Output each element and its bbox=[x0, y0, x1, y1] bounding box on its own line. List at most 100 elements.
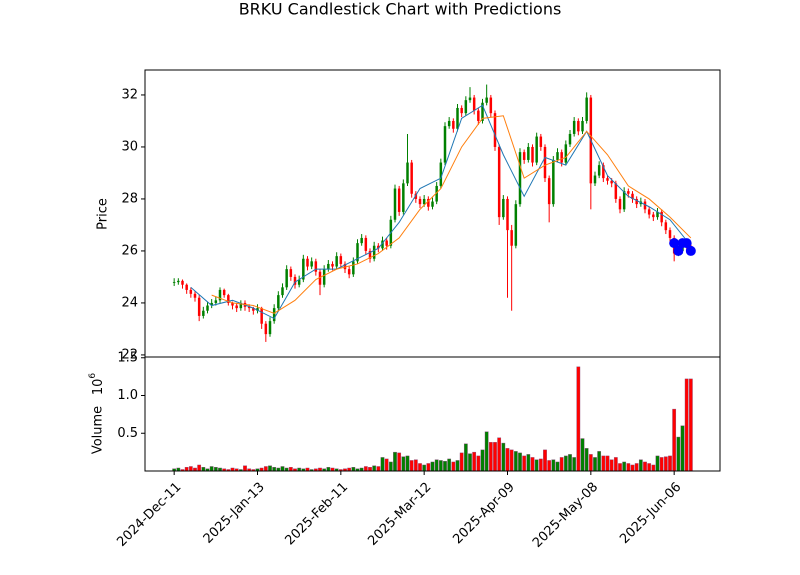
volume-bar bbox=[509, 449, 514, 472]
candle-body bbox=[660, 211, 663, 223]
prediction-point bbox=[669, 238, 680, 249]
volume-bar bbox=[684, 378, 689, 472]
candle-body bbox=[297, 279, 301, 285]
candle-body bbox=[314, 261, 318, 272]
volume-bar bbox=[468, 453, 472, 472]
volume-bar bbox=[501, 442, 506, 472]
volume-bar bbox=[451, 461, 456, 472]
volume-bar bbox=[472, 451, 477, 472]
candle-body bbox=[397, 188, 401, 212]
candle-body bbox=[506, 198, 509, 231]
candle-body bbox=[381, 240, 384, 249]
candle-body bbox=[406, 162, 409, 184]
candle-body bbox=[268, 321, 272, 335]
volume-bar bbox=[272, 467, 277, 472]
volume-bar bbox=[480, 449, 485, 472]
volume-bar bbox=[543, 449, 547, 472]
volume-bar bbox=[618, 463, 622, 472]
candle-body bbox=[393, 188, 397, 220]
volume-bar bbox=[651, 464, 656, 472]
volume-bar bbox=[209, 466, 214, 472]
candle-body bbox=[289, 269, 293, 277]
candle-body bbox=[497, 146, 501, 218]
candle-body bbox=[564, 144, 568, 163]
volume-bar bbox=[676, 436, 681, 472]
volume-bar bbox=[613, 457, 618, 472]
volume-bar bbox=[368, 467, 372, 472]
chart-title: BRKU Candlestick Chart with Predictions bbox=[239, 0, 562, 19]
volume-bar bbox=[555, 461, 560, 472]
volume-bar bbox=[201, 467, 206, 472]
volume-bar bbox=[213, 467, 218, 472]
volume-bar bbox=[526, 454, 531, 472]
candle-body bbox=[581, 120, 584, 132]
candle-body bbox=[547, 178, 551, 205]
volume-bar bbox=[522, 455, 527, 472]
x-tick-label: 2024-Dec-11 bbox=[114, 480, 184, 550]
candle-body bbox=[197, 297, 201, 316]
volume-bar bbox=[397, 452, 402, 472]
volume-bar bbox=[184, 467, 189, 472]
volume-bar bbox=[263, 466, 268, 472]
volume-bar bbox=[534, 459, 539, 472]
candle-body bbox=[502, 198, 505, 218]
volume-bar bbox=[372, 465, 377, 472]
candle-body bbox=[560, 152, 563, 163]
volume-bar bbox=[538, 458, 543, 472]
x-tick-label: 2025-Mar-12 bbox=[365, 480, 434, 549]
candle-body bbox=[281, 287, 284, 296]
volume-bar bbox=[643, 461, 647, 472]
candle-body bbox=[597, 165, 601, 176]
volume-bar bbox=[659, 457, 664, 472]
candle-body bbox=[202, 310, 205, 316]
candle-body bbox=[489, 97, 493, 114]
y-tick-label: 1.0 bbox=[117, 388, 138, 403]
candle-body bbox=[610, 180, 613, 184]
candle-body bbox=[452, 120, 455, 129]
candle-body bbox=[485, 97, 488, 103]
candle-body bbox=[535, 136, 538, 163]
volume-bar bbox=[288, 467, 293, 472]
candle-body bbox=[468, 97, 472, 101]
volume-bar bbox=[197, 464, 202, 472]
volume-bar bbox=[672, 408, 677, 472]
volume-bar bbox=[243, 465, 247, 472]
volume-bar bbox=[568, 454, 572, 472]
candle-body bbox=[656, 211, 659, 218]
candle-body bbox=[627, 191, 630, 194]
prediction-point bbox=[673, 245, 684, 256]
volume-bar bbox=[463, 443, 468, 472]
candle-body bbox=[331, 263, 334, 267]
candle-body bbox=[285, 269, 288, 288]
candle-body bbox=[402, 183, 405, 212]
volume-bar bbox=[280, 466, 285, 472]
candle-body bbox=[322, 269, 326, 285]
x-tick-label: 2025-May-08 bbox=[530, 480, 601, 551]
volume-bar bbox=[351, 467, 356, 472]
volume-bar bbox=[601, 455, 606, 472]
candle-body bbox=[172, 282, 176, 283]
candle-body bbox=[514, 204, 518, 246]
volume-bar bbox=[630, 464, 635, 472]
volume-bar bbox=[447, 458, 452, 472]
moving-average-line bbox=[190, 104, 692, 320]
candle-body bbox=[410, 162, 413, 194]
candle-body bbox=[635, 198, 638, 205]
candle-body bbox=[510, 230, 513, 246]
candle-body bbox=[181, 280, 184, 285]
candle-body bbox=[439, 162, 443, 186]
candle-body bbox=[464, 100, 468, 114]
volume-bar bbox=[459, 452, 464, 472]
candle-body bbox=[277, 295, 280, 309]
candle-body bbox=[539, 136, 543, 147]
candle-body bbox=[302, 258, 305, 280]
candle-body bbox=[427, 198, 430, 207]
moving-average-line bbox=[211, 115, 692, 314]
candle-body bbox=[352, 261, 355, 275]
candle-body bbox=[306, 258, 309, 267]
axes-frame bbox=[144, 69, 721, 358]
candle-body bbox=[518, 152, 522, 205]
volume-bar bbox=[376, 466, 381, 472]
candle-body bbox=[231, 302, 234, 306]
volume-bar bbox=[580, 438, 585, 472]
